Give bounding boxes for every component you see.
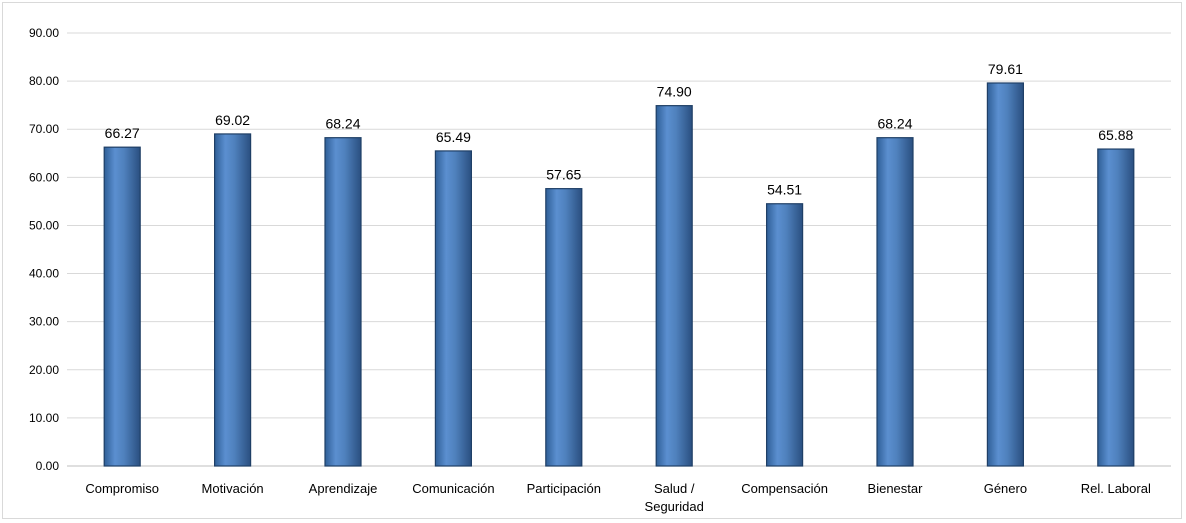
data-labels: 66.27 69.02 68.24 65.49 57.65 74.90 54.51 68.24…	[105, 61, 1134, 198]
bar	[324, 137, 362, 467]
data-label: 79.61	[988, 61, 1023, 77]
bar	[765, 203, 804, 467]
x-tick-label: Compensación	[741, 481, 828, 496]
y-tick-label: 30.00	[29, 315, 59, 329]
x-tick-label: Participación	[527, 481, 601, 496]
bar	[545, 188, 583, 467]
x-axis-labels: Compromiso Motivación Aprendizaje Comunicac…	[85, 481, 1151, 514]
x-tick-label: Compromiso	[85, 481, 159, 496]
bar	[876, 137, 914, 467]
bar	[1097, 148, 1135, 467]
bar	[655, 105, 693, 467]
x-tick-label: Género	[984, 481, 1027, 496]
bar	[434, 150, 472, 467]
y-tick-label: 80.00	[29, 74, 59, 88]
bars	[103, 82, 1135, 467]
y-axis-ticks: 0.00 10.00 20.00 30.00 40.00 50.00 60.00 70.00 8…	[29, 26, 59, 473]
x-tick-label: Rel. Laboral	[1081, 481, 1151, 496]
data-label: 68.24	[325, 116, 360, 132]
data-label: 65.49	[436, 129, 471, 145]
data-label: 74.90	[657, 84, 692, 100]
y-tick-label: 20.00	[29, 363, 59, 377]
x-tick-label: Aprendizaje	[309, 481, 378, 496]
y-tick-label: 0.00	[36, 459, 60, 473]
y-tick-label: 60.00	[29, 170, 59, 184]
data-label: 54.51	[767, 182, 802, 198]
data-label: 66.27	[105, 125, 140, 141]
y-tick-label: 70.00	[29, 122, 59, 136]
bar-chart: 0.00 10.00 20.00 30.00 40.00 50.00 60.00 70.00 8…	[29, 26, 1171, 514]
x-tick-label: Bienestar	[868, 481, 924, 496]
y-tick-label: 10.00	[29, 411, 59, 425]
data-label: 57.65	[546, 167, 581, 183]
y-tick-label: 40.00	[29, 267, 59, 281]
bar	[986, 82, 1025, 467]
y-tick-label: 50.00	[29, 218, 59, 232]
data-label: 69.02	[215, 112, 250, 128]
x-tick-label: Salud / Seguridad	[645, 481, 704, 514]
x-tick-label: Motivación	[202, 481, 264, 496]
data-label: 68.24	[877, 116, 912, 132]
x-tick-label: Comunicación	[412, 481, 494, 496]
y-tick-label: 90.00	[29, 26, 59, 40]
bar	[214, 133, 252, 467]
data-label: 65.88	[1098, 127, 1133, 143]
bar	[103, 146, 141, 467]
